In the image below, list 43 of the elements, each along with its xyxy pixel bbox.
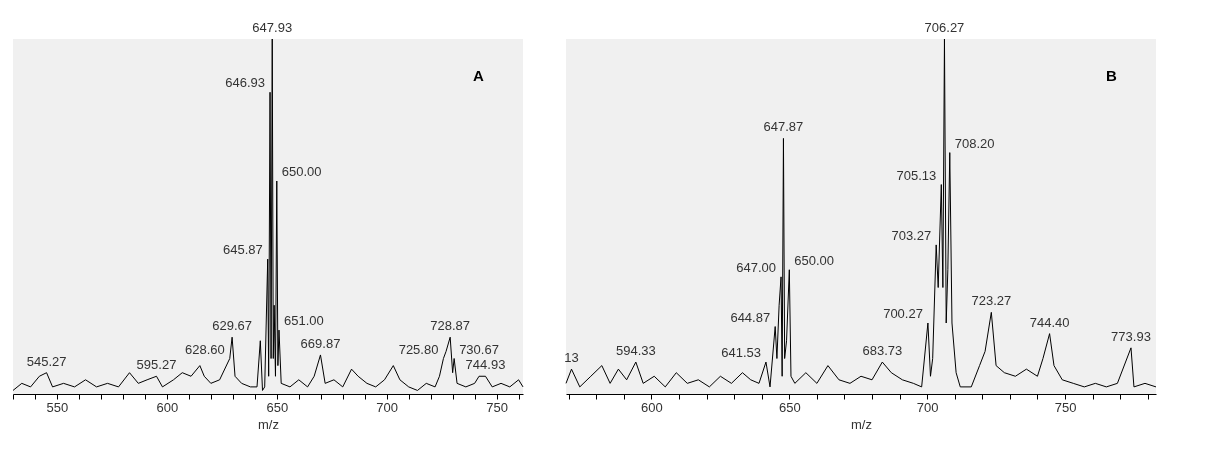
annotation: 683.73 (862, 343, 903, 359)
annotation: 545.27 (26, 353, 67, 369)
x-axis-title: m/z (851, 416, 872, 432)
x-tick-label: 550 (46, 399, 69, 415)
annotation: 650.00 (794, 252, 835, 268)
x-tick-label: 650 (266, 399, 289, 415)
annotation: 651.00 (283, 313, 324, 329)
annotation: 647.87 (763, 119, 804, 135)
x-tick-label: 700 (916, 399, 939, 415)
annotation: 644.87 (730, 309, 771, 325)
annotation: 647.93 (252, 20, 293, 35)
annotation: 650.00 (281, 164, 322, 179)
annotation: 595.27 (136, 357, 177, 373)
annotation: 13 (564, 350, 579, 366)
x-tick-label: 600 (641, 399, 663, 415)
annotation: 728.87 (430, 318, 471, 334)
annotation: 703.27 (891, 227, 932, 243)
annotation: 706.27 (924, 20, 965, 35)
annotation: 744.93 (465, 357, 506, 373)
annotation: 744.40 (1029, 314, 1070, 330)
x-tick-label: 650 (778, 399, 801, 415)
annotation: 730.67 (459, 341, 499, 357)
annotation: 594.33 (615, 343, 656, 359)
annotation: 669.87 (300, 335, 341, 351)
annotation: 645.87 (222, 242, 263, 258)
x-axis-title: m/z (258, 416, 279, 432)
annotation: 641.53 (721, 345, 761, 361)
annotation: 725.80 (398, 341, 439, 357)
annotation: 647.00 (736, 259, 777, 275)
annotation: 723.27 (971, 293, 1012, 309)
x-tick-label: 750 (1054, 399, 1077, 415)
annotation: 700.27 (883, 306, 923, 321)
x-tick-label: 750 (486, 399, 508, 415)
annotation: A (473, 67, 484, 84)
x-tick-label: 700 (376, 399, 399, 415)
x-tick-label: 600 (156, 399, 179, 415)
annotation: 705.13 (896, 167, 937, 183)
annotation: 708.20 (954, 135, 995, 151)
annotation: 629.67 (212, 318, 252, 334)
annotation: 628.60 (184, 341, 225, 357)
annotation: 773.93 (1111, 328, 1151, 344)
annotation: B (1106, 67, 1117, 84)
annotation: 646.93 (225, 75, 266, 91)
